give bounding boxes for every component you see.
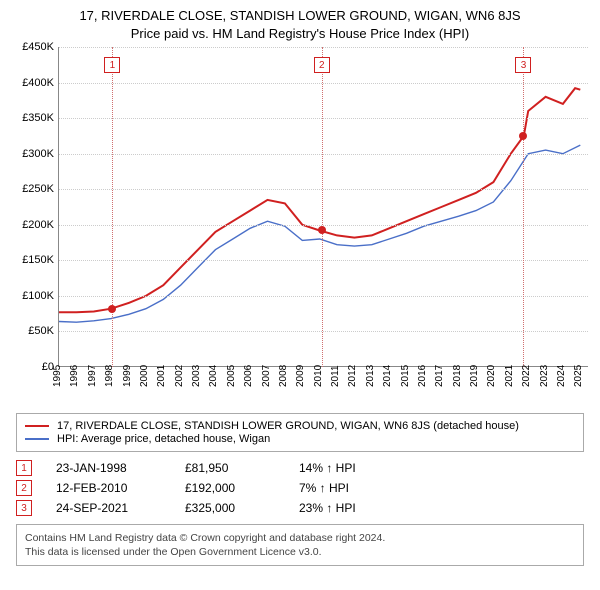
event-date: 12-FEB-2010 [56, 481, 161, 495]
legend-label: HPI: Average price, detached house, Wiga… [57, 433, 270, 445]
gridline-horizontal [59, 83, 588, 84]
x-tick-label: 2000 [139, 365, 150, 387]
gridline-horizontal [59, 225, 588, 226]
event-price: £81,950 [185, 461, 275, 475]
event-row: 2 12-FEB-2010 £192,000 7% ↑ HPI [16, 480, 584, 496]
footer-line1: Contains HM Land Registry data © Crown c… [25, 531, 575, 545]
y-tick-label: £450K [22, 41, 54, 53]
event-number-box: 1 [16, 460, 32, 476]
x-tick-label: 2022 [521, 365, 532, 387]
x-tick-label: 1998 [104, 365, 115, 387]
event-pct: 14% ↑ HPI [299, 461, 399, 475]
x-tick-label: 2019 [469, 365, 480, 387]
x-tick-label: 1999 [122, 365, 133, 387]
x-tick-label: 2011 [330, 365, 341, 387]
gridline-horizontal [59, 47, 588, 48]
y-tick-label: £50K [28, 325, 54, 337]
event-marker-box: 1 [104, 57, 120, 73]
legend-swatch [25, 438, 49, 440]
event-date: 23-JAN-1998 [56, 461, 161, 475]
event-price: £192,000 [185, 481, 275, 495]
chart-area: £0£50K£100K£150K£200K£250K£300K£350K£400… [10, 47, 590, 407]
x-tick-label: 2005 [226, 365, 237, 387]
event-pct: 7% ↑ HPI [299, 481, 399, 495]
x-tick-label: 2012 [347, 365, 358, 387]
x-tick-label: 2021 [504, 365, 515, 387]
event-marker-box: 2 [314, 57, 330, 73]
event-row: 1 23-JAN-1998 £81,950 14% ↑ HPI [16, 460, 584, 476]
footer-box: Contains HM Land Registry data © Crown c… [16, 524, 584, 566]
gridline-horizontal [59, 189, 588, 190]
event-dot [108, 305, 116, 313]
event-date: 24-SEP-2021 [56, 501, 161, 515]
title-address: 17, RIVERDALE CLOSE, STANDISH LOWER GROU… [10, 8, 590, 23]
gridline-horizontal [59, 154, 588, 155]
gridline-horizontal [59, 118, 588, 119]
x-tick-label: 2017 [434, 365, 445, 387]
y-tick-label: £200K [22, 219, 54, 231]
legend-box: 17, RIVERDALE CLOSE, STANDISH LOWER GROU… [16, 413, 584, 452]
x-tick-label: 1996 [69, 365, 80, 387]
x-axis: 1995199619971998199920002001200220032004… [58, 367, 588, 407]
event-vline [322, 47, 323, 367]
event-number-box: 3 [16, 500, 32, 516]
y-tick-label: £100K [22, 290, 54, 302]
legend-item: 17, RIVERDALE CLOSE, STANDISH LOWER GROU… [25, 420, 575, 432]
chart-lines-svg [59, 47, 589, 367]
x-tick-label: 2003 [191, 365, 202, 387]
x-tick-label: 2018 [452, 365, 463, 387]
event-vline [523, 47, 524, 367]
footer-line2: This data is licensed under the Open Gov… [25, 545, 575, 559]
y-tick-label: £250K [22, 183, 54, 195]
x-tick-label: 2009 [295, 365, 306, 387]
y-axis: £0£50K£100K£150K£200K£250K£300K£350K£400… [10, 47, 58, 367]
x-tick-label: 2001 [156, 365, 167, 387]
event-number-box: 2 [16, 480, 32, 496]
x-tick-label: 2002 [174, 365, 185, 387]
event-row: 3 24-SEP-2021 £325,000 23% ↑ HPI [16, 500, 584, 516]
x-tick-label: 2024 [556, 365, 567, 387]
event-dot [318, 226, 326, 234]
x-tick-label: 2013 [365, 365, 376, 387]
x-tick-label: 2008 [278, 365, 289, 387]
gridline-horizontal [59, 260, 588, 261]
event-marker-box: 3 [515, 57, 531, 73]
y-tick-label: £300K [22, 148, 54, 160]
x-tick-label: 1997 [87, 365, 98, 387]
event-dot [519, 132, 527, 140]
x-tick-label: 2010 [313, 365, 324, 387]
event-pct: 23% ↑ HPI [299, 501, 399, 515]
figure-container: 17, RIVERDALE CLOSE, STANDISH LOWER GROU… [0, 0, 600, 576]
legend-swatch [25, 425, 49, 427]
series-line-property [59, 88, 580, 312]
y-tick-label: £350K [22, 112, 54, 124]
x-tick-label: 2015 [400, 365, 411, 387]
plot-region: 1 2 3 [58, 47, 588, 367]
x-tick-label: 2007 [261, 365, 272, 387]
x-tick-label: 2004 [208, 365, 219, 387]
events-table: 1 23-JAN-1998 £81,950 14% ↑ HPI 2 12-FEB-2010… [16, 460, 584, 516]
x-tick-label: 1995 [52, 365, 63, 387]
y-tick-label: £400K [22, 77, 54, 89]
x-tick-label: 2025 [573, 365, 584, 387]
event-price: £325,000 [185, 501, 275, 515]
gridline-horizontal [59, 296, 588, 297]
title-subtitle: Price paid vs. HM Land Registry's House … [10, 26, 590, 41]
title-block: 17, RIVERDALE CLOSE, STANDISH LOWER GROU… [10, 8, 590, 41]
legend-label: 17, RIVERDALE CLOSE, STANDISH LOWER GROU… [57, 420, 519, 432]
x-tick-label: 2016 [417, 365, 428, 387]
event-vline [112, 47, 113, 367]
x-tick-label: 2006 [243, 365, 254, 387]
x-tick-label: 2014 [382, 365, 393, 387]
y-tick-label: £150K [22, 254, 54, 266]
x-tick-label: 2023 [539, 365, 550, 387]
legend-item: HPI: Average price, detached house, Wiga… [25, 433, 575, 445]
x-tick-label: 2020 [486, 365, 497, 387]
gridline-horizontal [59, 331, 588, 332]
